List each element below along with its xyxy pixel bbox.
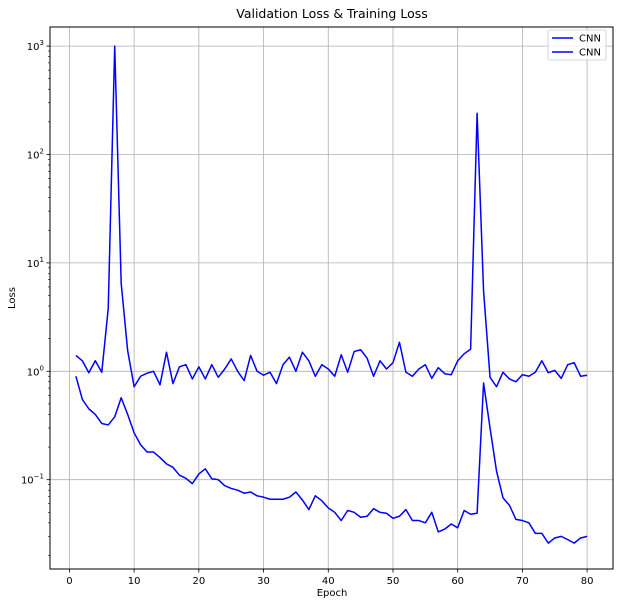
plot-frame xyxy=(49,26,614,570)
grid xyxy=(50,27,613,569)
legend-label: CNN xyxy=(579,48,601,59)
x-axis-label: Epoch xyxy=(317,588,348,599)
y-tick-label: 10−1 xyxy=(21,473,44,487)
y-tick-label: 100 xyxy=(27,364,44,378)
x-tick-label: 40 xyxy=(322,576,335,587)
y-axis-ticks: 10−1 100 101 102 103 xyxy=(21,39,50,556)
chart-title: Validation Loss & Training Loss xyxy=(236,6,428,21)
series-line-1 xyxy=(75,45,588,388)
series-line-2 xyxy=(75,376,588,544)
x-axis-ticks: 0 10 20 30 40 50 60 70 80 xyxy=(66,569,593,587)
x-tick-label: 70 xyxy=(516,576,529,587)
y-tick-label: 103 xyxy=(27,39,44,53)
y-tick-label: 101 xyxy=(27,256,44,270)
x-tick-label: 10 xyxy=(128,576,141,587)
x-tick-label: 60 xyxy=(451,576,464,587)
legend: CNN CNN xyxy=(547,29,607,61)
x-tick-label: 0 xyxy=(66,576,72,587)
y-tick-label: 102 xyxy=(27,147,44,161)
x-tick-label: 50 xyxy=(387,576,400,587)
x-tick-label: 30 xyxy=(257,576,270,587)
y-axis-label: Loss xyxy=(7,287,18,309)
legend-label: CNN xyxy=(579,34,601,45)
x-tick-label: 80 xyxy=(581,576,594,587)
x-tick-label: 20 xyxy=(192,576,205,587)
series-layer xyxy=(75,45,588,544)
